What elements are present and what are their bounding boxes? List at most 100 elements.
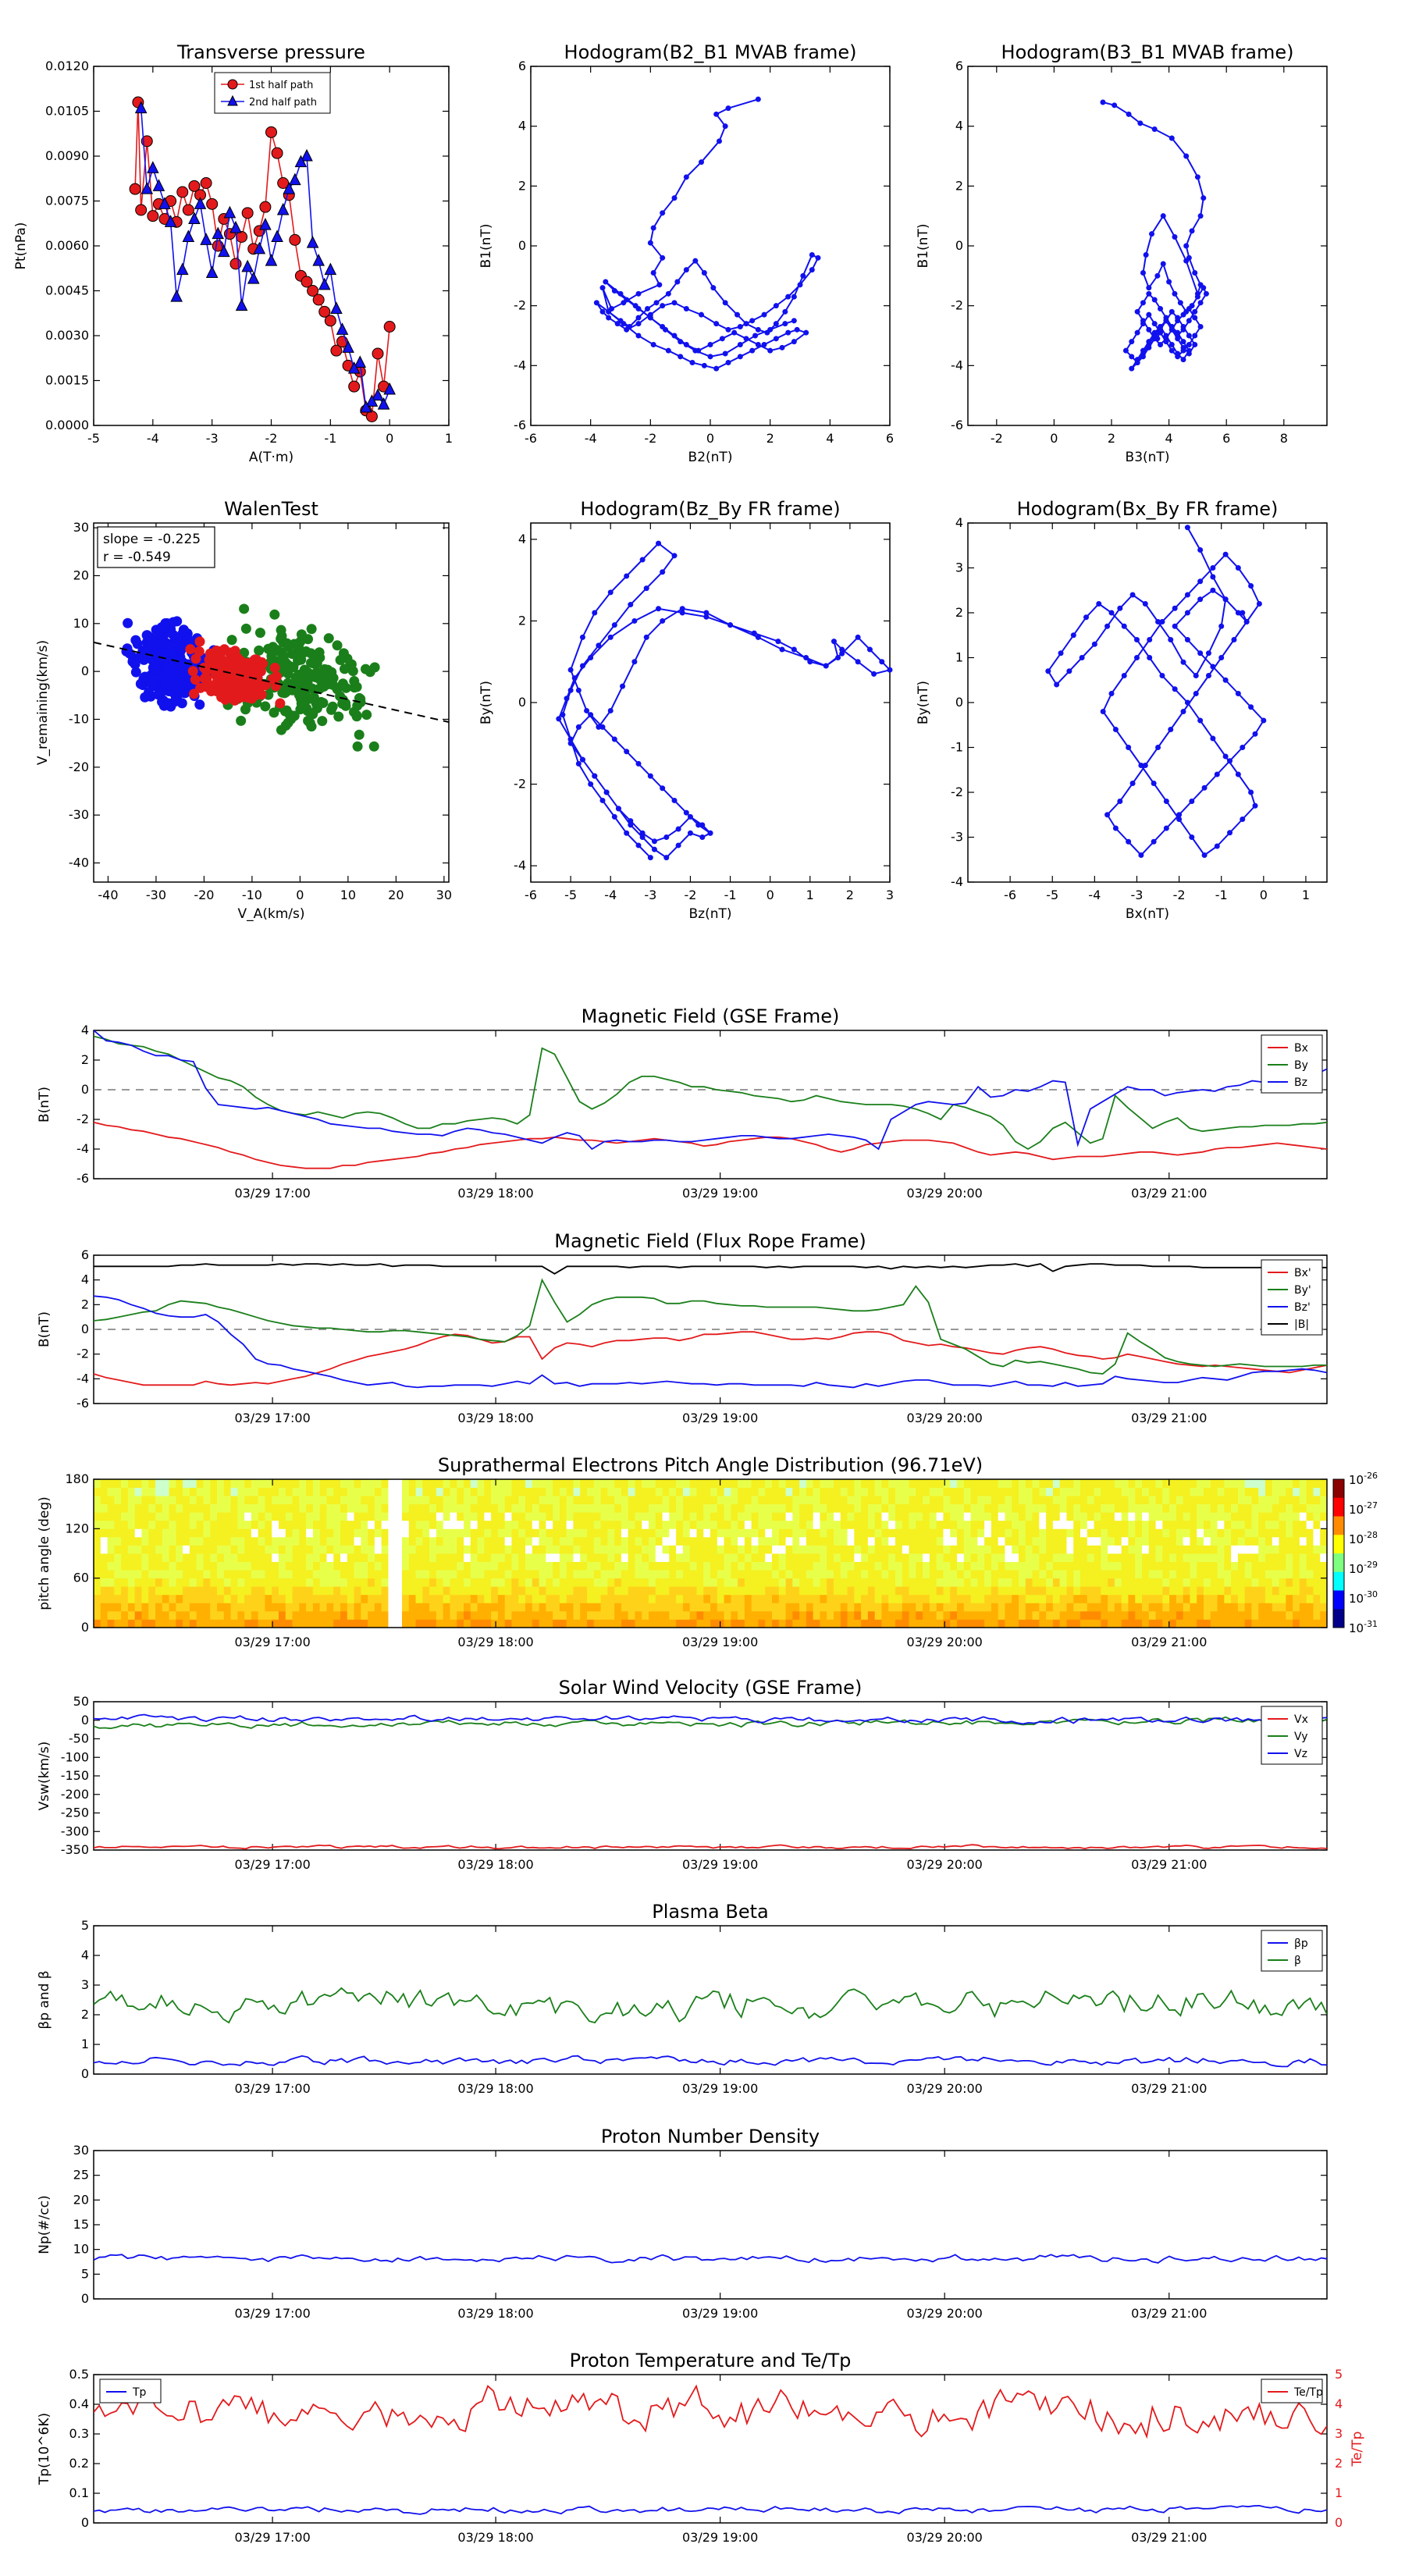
heatmap-cell: [518, 1553, 526, 1562]
data-point: [1172, 290, 1178, 297]
heatmap-cell: [1066, 1561, 1074, 1571]
data-point: [855, 634, 861, 640]
heatmap-cell: [1204, 1536, 1211, 1546]
heatmap-cell: [1217, 1487, 1225, 1496]
heatmap-cell: [703, 1578, 711, 1587]
heatmap-cell: [1265, 1545, 1273, 1554]
heatmap-cell: [1217, 1528, 1225, 1538]
heatmap-cell: [580, 1512, 588, 1521]
data-point: [135, 204, 148, 216]
heatmap-cell: [587, 1594, 595, 1603]
data-point: [323, 633, 334, 644]
data-point: [260, 701, 271, 712]
heatmap-cell: [765, 1496, 773, 1505]
heatmap-cell: [347, 1512, 354, 1521]
heatmap-cell: [223, 1594, 231, 1603]
heatmap-cell: [628, 1503, 635, 1513]
x-tick-label: -6: [525, 888, 537, 902]
heatmap-cell: [443, 1553, 450, 1562]
heatmap-cell: [107, 1586, 115, 1596]
heatmap-cell: [950, 1528, 958, 1538]
heatmap-cell: [1176, 1479, 1184, 1488]
heatmap-cell: [477, 1578, 485, 1587]
heatmap-cell: [854, 1503, 862, 1513]
heatmap-cell: [312, 1528, 321, 1538]
heatmap-cell: [1066, 1536, 1074, 1546]
heatmap-cell: [840, 1503, 848, 1513]
heatmap-cell: [189, 1528, 197, 1538]
data-point: [368, 741, 379, 752]
heatmap-cell: [1108, 1594, 1115, 1603]
heatmap-cell: [1204, 1496, 1211, 1505]
heatmap-cell: [374, 1512, 382, 1521]
x-tick-label: 30: [436, 888, 452, 902]
heatmap-cell: [368, 1487, 375, 1496]
heatmap-cell: [642, 1570, 649, 1579]
heatmap-cell: [984, 1512, 992, 1521]
heatmap-cell: [443, 1496, 450, 1505]
heatmap-cell: [1293, 1487, 1300, 1496]
heatmap-cell: [1121, 1528, 1129, 1538]
heatmap-cell: [457, 1503, 464, 1513]
heatmap-cell: [1313, 1561, 1321, 1571]
heatmap-cell: [148, 1503, 156, 1513]
heatmap-cell: [1142, 1553, 1150, 1562]
heatmap-cell: [607, 1586, 615, 1596]
heatmap-cell: [285, 1545, 293, 1554]
heatmap-cell: [402, 1512, 410, 1521]
data-point: [1147, 655, 1153, 660]
heatmap-cell: [943, 1570, 951, 1579]
legend-box: [214, 72, 331, 114]
heatmap-cell: [347, 1496, 354, 1505]
heatmap-cell: [1019, 1496, 1026, 1505]
heatmap-cell: [895, 1487, 903, 1496]
heatmap-cell: [703, 1561, 711, 1571]
heatmap-cell: [1217, 1545, 1225, 1554]
heatmap-cell: [1286, 1578, 1293, 1587]
heatmap-cell: [408, 1561, 416, 1571]
heatmap-cell: [326, 1594, 334, 1603]
heatmap-cell: [457, 1536, 464, 1546]
heatmap-cell: [237, 1586, 245, 1596]
x-tick-label: -2: [644, 431, 656, 446]
y-tick-label: -4: [514, 358, 526, 372]
heatmap-cell: [1039, 1586, 1047, 1596]
heatmap-cell: [1197, 1619, 1204, 1628]
heatmap-cell: [827, 1479, 834, 1488]
heatmap-cell: [1135, 1528, 1143, 1538]
heatmap-cell: [1183, 1561, 1190, 1571]
y-tick-label: 0.1: [69, 2485, 89, 2500]
heatmap-cell: [799, 1536, 807, 1546]
heatmap-cell: [1135, 1545, 1143, 1554]
heatmap-cell: [1135, 1586, 1143, 1596]
heatmap-cell: [1190, 1594, 1197, 1603]
data-point: [823, 663, 829, 669]
heatmap-cell: [127, 1528, 136, 1538]
heatmap-cell: [546, 1561, 553, 1571]
heatmap-cell: [1108, 1586, 1115, 1596]
heatmap-cell: [1251, 1610, 1259, 1620]
heatmap-cell: [834, 1512, 841, 1521]
data-point: [803, 655, 809, 660]
heatmap-cell: [230, 1496, 238, 1505]
heatmap-cell: [319, 1586, 327, 1596]
heatmap-cell: [902, 1545, 909, 1554]
data-point: [1175, 329, 1181, 336]
y-tick-label: -2: [76, 1347, 89, 1361]
heatmap-cell: [587, 1503, 595, 1513]
heatmap-cell: [724, 1553, 731, 1562]
heatmap-cell: [991, 1610, 999, 1620]
heatmap-cell: [436, 1487, 444, 1496]
data-point: [1147, 637, 1153, 642]
data-point: [663, 834, 670, 840]
y-tick-label: 4: [955, 515, 963, 530]
heatmap-cell: [614, 1594, 622, 1603]
heatmap-cell: [333, 1586, 341, 1596]
heatmap-cell: [751, 1586, 759, 1596]
data-point: [1112, 102, 1118, 109]
y-tick-label: -6: [76, 1396, 89, 1411]
heatmap-cell: [1066, 1545, 1074, 1554]
data-point: [579, 634, 585, 640]
heatmap-cell: [1237, 1536, 1246, 1546]
heatmap-cell: [600, 1536, 608, 1546]
